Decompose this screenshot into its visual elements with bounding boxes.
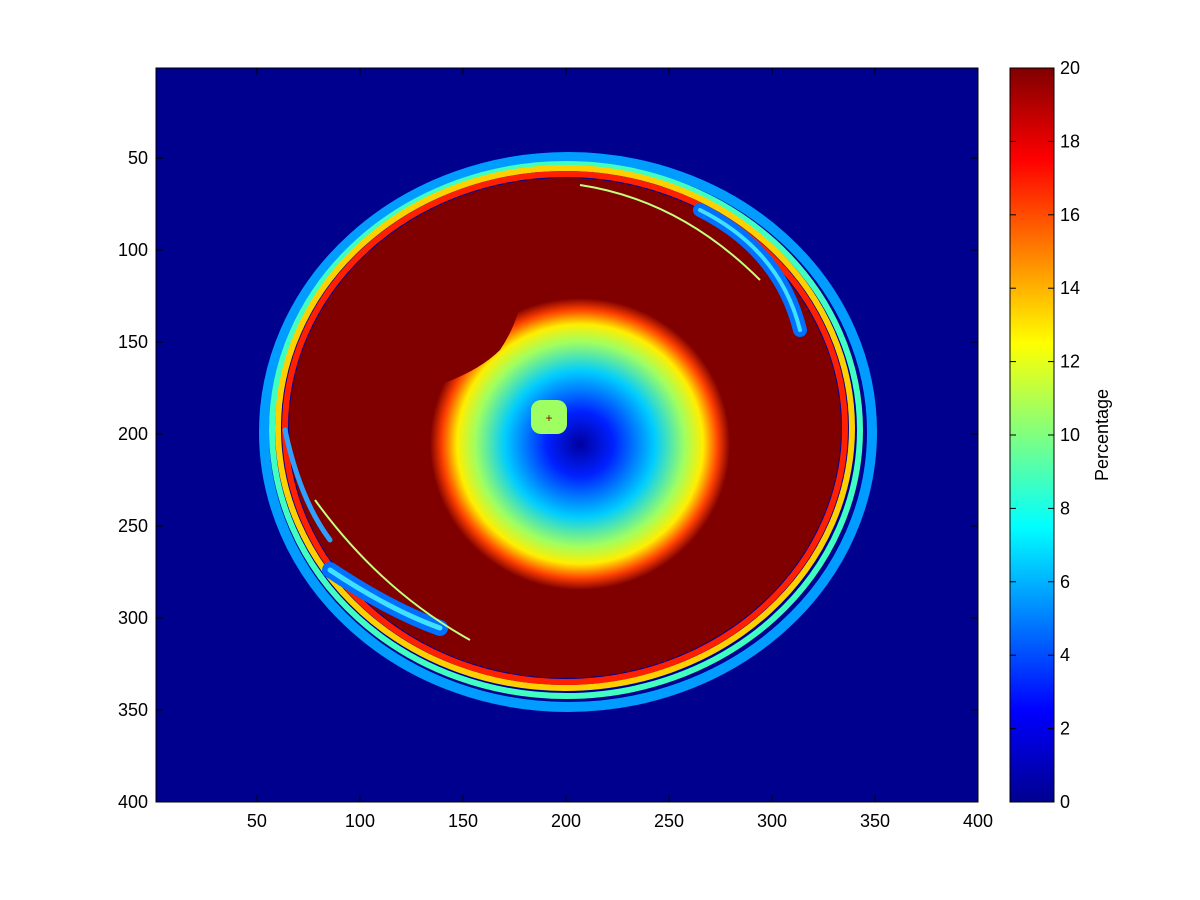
outer-band-yellow bbox=[275, 165, 855, 691]
colorbar-tick-label: 20 bbox=[1060, 58, 1080, 78]
colorbar-tick-label: 18 bbox=[1060, 131, 1080, 151]
x-tick-label: 350 bbox=[860, 811, 890, 831]
saturated-wedge bbox=[380, 260, 522, 396]
colorbar-tick-label: 10 bbox=[1060, 425, 1080, 445]
y-tick-label: 50 bbox=[128, 148, 148, 168]
y-tick-label: 100 bbox=[118, 240, 148, 260]
x-tick-label: 100 bbox=[345, 811, 375, 831]
left-edge-stripe bbox=[282, 427, 333, 543]
colorbar-tick-label: 12 bbox=[1060, 352, 1080, 372]
upper-right-stripe-inner bbox=[698, 208, 802, 332]
x-tick-label: 200 bbox=[551, 811, 581, 831]
x-tick-label: 150 bbox=[448, 811, 478, 831]
colorbar-tick-label: 2 bbox=[1060, 719, 1070, 739]
x-tick-label: 300 bbox=[757, 811, 787, 831]
colorbar-tick-label: 4 bbox=[1060, 645, 1070, 665]
x-tick-label: 250 bbox=[654, 811, 684, 831]
colorbar-tick-label: 16 bbox=[1060, 205, 1080, 225]
x-tick-label: 400 bbox=[963, 811, 993, 831]
colorbar-tick-label: 14 bbox=[1060, 278, 1080, 298]
y-axis: 50 100 150 200 250 300 350 400 bbox=[118, 148, 978, 812]
marker-patch bbox=[531, 400, 567, 434]
colorbar-tick-label: 8 bbox=[1060, 498, 1070, 518]
y-tick-label: 150 bbox=[118, 332, 148, 352]
x-tick-label: 50 bbox=[247, 811, 267, 831]
colorbar-tick-label: 0 bbox=[1060, 792, 1070, 812]
y-tick-label: 350 bbox=[118, 700, 148, 720]
inner-gradient bbox=[430, 298, 730, 590]
colorbar-tick-label: 6 bbox=[1060, 572, 1070, 592]
y-tick-label: 400 bbox=[118, 792, 148, 812]
x-axis: 50 100 150 200 250 300 350 400 bbox=[247, 68, 993, 831]
outer-band-blue bbox=[259, 152, 877, 712]
top-thin-line bbox=[579, 184, 761, 281]
lower-left-stripe-inner bbox=[327, 567, 443, 631]
y-tick-label: 200 bbox=[118, 424, 148, 444]
diagonal-thin-line bbox=[314, 499, 471, 641]
colorbar-label: Percentage bbox=[1092, 389, 1112, 481]
plot-frame bbox=[155, 67, 979, 803]
y-tick-label: 250 bbox=[118, 516, 148, 536]
outer-band-cyan bbox=[269, 161, 863, 699]
marker-symbol: + bbox=[545, 411, 552, 425]
colorbar-axis: 0 2 4 6 8 10 12 14 16 18 20 bbox=[1010, 58, 1080, 812]
colorbar bbox=[1009, 67, 1055, 803]
y-tick-label: 300 bbox=[118, 608, 148, 628]
